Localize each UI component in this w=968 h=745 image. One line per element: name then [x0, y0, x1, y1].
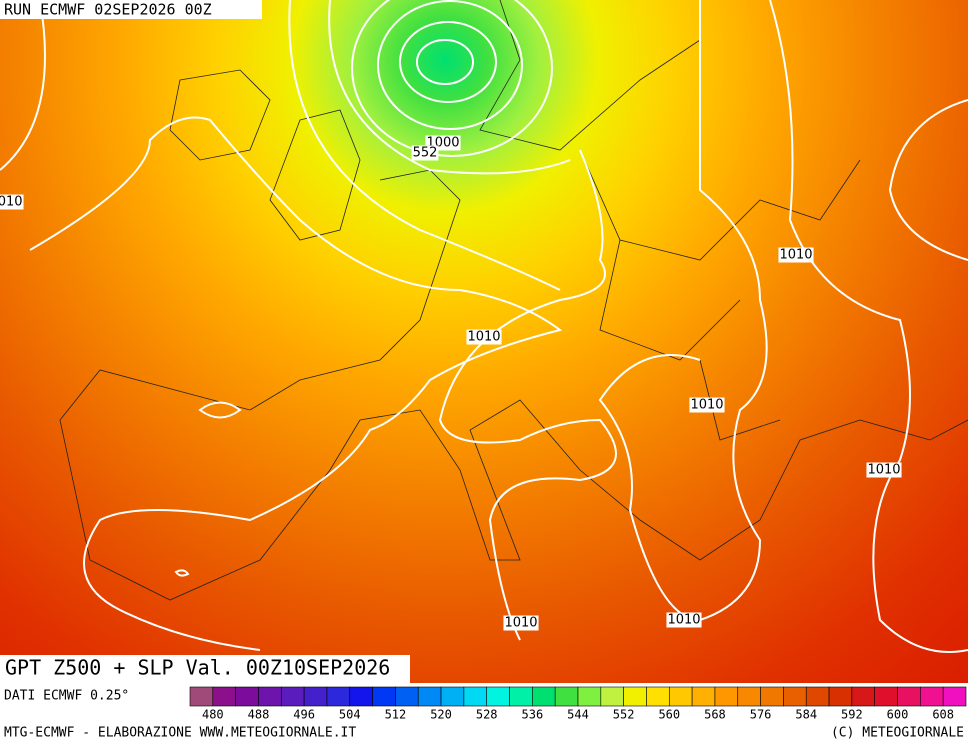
colorbar-tick-label: 528 — [476, 708, 498, 722]
colorbar-swatch — [646, 686, 670, 707]
run-label: RUN ECMWF 02SEP2026 00Z — [4, 1, 212, 19]
colorbar-swatch — [326, 686, 351, 707]
colorbar-tick-label: 512 — [385, 708, 407, 722]
contour-labels: 10005521010101010101010101010101010 — [0, 135, 902, 631]
colorbar-swatch — [235, 686, 259, 707]
colorbar-swatch — [942, 686, 967, 707]
colorbar-swatch — [691, 686, 716, 707]
colorbar-swatch — [303, 686, 328, 707]
colorbar-swatch — [349, 686, 373, 707]
coastline — [59, 0, 968, 601]
contour-label: 1010 — [467, 330, 500, 345]
contour-label: 1010 — [867, 463, 900, 478]
map: 10005521010101010101010101010101010 — [0, 0, 968, 683]
colorbar-swatch — [623, 686, 647, 707]
colorbar-swatch — [783, 686, 807, 707]
colorbar-swatch — [851, 686, 876, 707]
colorbar-tick-label: 592 — [841, 708, 863, 722]
copyright: (C) METEOGIORNALE — [831, 726, 964, 741]
colorbar-swatch — [920, 686, 944, 707]
contour-label-bg — [411, 145, 439, 161]
header-box — [0, 0, 262, 19]
colorbar-swatch — [486, 686, 510, 707]
contour-label-bg — [466, 329, 502, 345]
data-source: DATI ECMWF 0.25° — [4, 689, 129, 704]
colorbar-tick-label: 520 — [430, 708, 452, 722]
colorbar-tick-label: 576 — [750, 708, 772, 722]
colorbar-swatch — [417, 686, 442, 707]
contours — [0, 0, 968, 652]
colorbar-swatch — [600, 686, 624, 707]
colorbar-swatch — [280, 686, 305, 707]
colorbar-tick-label: 560 — [658, 708, 680, 722]
colorbar-tick-label: 536 — [522, 708, 544, 722]
contour-label: 1010 — [667, 613, 700, 628]
colorbar-swatch — [212, 686, 236, 707]
colorbar-swatch — [668, 686, 693, 707]
colorbar-swatch — [532, 686, 556, 707]
colorbar-swatch — [577, 686, 602, 707]
contour-label: 1010 — [0, 195, 23, 210]
colorbar-swatch — [509, 686, 533, 707]
colorbar-swatch — [554, 686, 579, 707]
colorbar-tick-label: 496 — [293, 708, 315, 722]
colorbar-swatch — [828, 686, 853, 707]
colorbar-tick-label: 504 — [339, 708, 361, 722]
colorbar-swatch — [395, 686, 419, 707]
colorbar-tick-label: 488 — [248, 708, 270, 722]
colorbar-swatch — [714, 686, 739, 707]
colorbar-swatch — [258, 686, 282, 707]
colorbar-tick-label: 480 — [202, 708, 224, 722]
contour-label: 552 — [413, 146, 438, 161]
contour-label-bg — [666, 612, 702, 628]
colorbar-swatch — [874, 686, 898, 707]
colorbar-swatch — [463, 686, 488, 707]
colorbar-tick-label: 552 — [613, 708, 635, 722]
colorbar-swatch — [189, 686, 214, 707]
colorbar-swatch — [440, 686, 465, 707]
credit: MTG-ECMWF - ELABORAZIONE WWW.METEOGIORNA… — [4, 726, 356, 741]
contour-label-bg — [689, 397, 725, 413]
colorbar-tick-label: 584 — [795, 708, 817, 722]
colorbar-swatch — [372, 686, 396, 707]
colorbar-tick-label: 600 — [887, 708, 909, 722]
contour-label-bg — [778, 247, 814, 263]
colorbar: 480 488 496 504 512 520 528 536 544 552 560 568 576 5… — [189, 686, 967, 722]
colorbar-swatch — [760, 686, 784, 707]
contour-label: 1010 — [504, 616, 537, 631]
product-label: GPT Z500 + SLP Val. 00Z10SEP2026 — [5, 656, 390, 680]
contour-label: 1010 — [690, 398, 723, 413]
contour-label-bg — [866, 462, 902, 478]
colorbar-swatch — [897, 686, 921, 707]
colorbar-swatch — [805, 686, 830, 707]
contour-label-bg — [0, 194, 24, 210]
contour-label-bg — [503, 615, 539, 631]
colorbar-tick-label: 608 — [932, 708, 954, 722]
colorbar-swatch — [737, 686, 761, 707]
colorbar-tick-label: 544 — [567, 708, 589, 722]
colorbar-tick-label: 568 — [704, 708, 726, 722]
contour-label: 1010 — [779, 248, 812, 263]
product-box — [0, 655, 410, 683]
